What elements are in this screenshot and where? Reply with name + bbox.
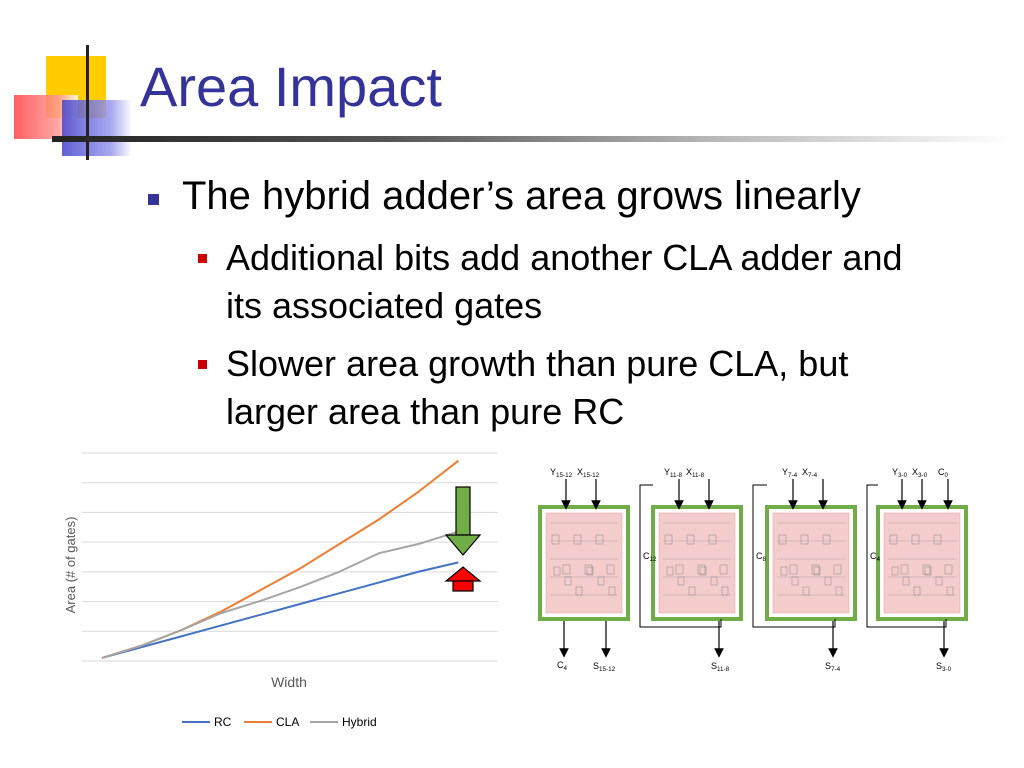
series-line-cla bbox=[101, 459, 460, 659]
signal-label: X7-4 bbox=[802, 467, 818, 479]
sub-bullet-text: Slower area growth than pure CLA, but la… bbox=[226, 340, 848, 436]
signal-label: C4 bbox=[870, 551, 881, 563]
signal-label: S15-12 bbox=[593, 661, 616, 673]
sub-bullet-line: larger area than pure RC bbox=[226, 391, 625, 432]
hybrid-adder-diagram: Y15-12 X15-12 S15-12 Y11-8 X11-8 S11-8 Y7-4 X7-… bbox=[538, 467, 968, 673]
up-arrow-icon bbox=[444, 566, 482, 592]
bullet-square-icon bbox=[148, 194, 159, 205]
sub-bullet-text: Additional bits add another CLA adder an… bbox=[226, 234, 903, 330]
bullet-text: The hybrid adder’s area grows linearly bbox=[182, 174, 861, 218]
down-arrow-icon bbox=[444, 486, 482, 556]
signal-label: Y7-4 bbox=[782, 467, 798, 479]
legend-label: Hybrid bbox=[342, 715, 377, 729]
cla-adder-block: Y3-0 X3-0 C0 S3-0 bbox=[876, 467, 968, 673]
title-divider bbox=[52, 136, 1012, 142]
signal-label: S3-0 bbox=[936, 661, 952, 673]
legend-label: RC bbox=[214, 715, 232, 729]
signal-label: X3-0 bbox=[912, 467, 928, 479]
logo-vertical-line bbox=[86, 45, 89, 160]
logo-blue-square bbox=[62, 100, 132, 156]
series-line-hybrid bbox=[101, 530, 459, 659]
signal-label: C12 bbox=[643, 551, 657, 563]
signal-label: S7-4 bbox=[825, 661, 841, 673]
signal-label: C4 bbox=[557, 660, 568, 672]
signal-label: S11-8 bbox=[711, 661, 730, 673]
x-axis-label: Width bbox=[271, 674, 307, 690]
area-line-chart: Area (# of gates) Width RC CLA Hybrid bbox=[63, 452, 498, 729]
chart-series bbox=[101, 459, 460, 659]
cla-adder-block: Y15-12 X15-12 S15-12 bbox=[538, 467, 630, 673]
chart-legend: RC CLA Hybrid bbox=[182, 715, 377, 729]
signal-label: C0 bbox=[938, 467, 949, 479]
carry-wire: C12 bbox=[639, 484, 722, 628]
signal-label: Y3-0 bbox=[892, 467, 908, 479]
cla-adder-block: Y7-4 X7-4 S7-4 bbox=[765, 467, 857, 673]
series-line-rc bbox=[101, 561, 459, 659]
signal-label: X15-12 bbox=[577, 467, 600, 479]
y-axis-label: Area (# of gates) bbox=[63, 517, 78, 614]
sub-bullet-square-icon bbox=[198, 254, 207, 263]
signal-label: X11-8 bbox=[686, 467, 705, 479]
cla-adder-block: Y11-8 X11-8 S11-8 bbox=[651, 467, 743, 673]
sub-bullet-line: its associated gates bbox=[226, 285, 543, 326]
carry-wire: C8 bbox=[752, 484, 836, 628]
legend-label: CLA bbox=[276, 715, 299, 729]
sub-bullet-line: Additional bits add another CLA adder an… bbox=[226, 237, 903, 278]
carry-wire: C4 bbox=[866, 484, 947, 628]
chart-grid bbox=[82, 452, 498, 662]
sub-bullet-square-icon bbox=[198, 360, 207, 369]
slide-title: Area Impact bbox=[140, 55, 442, 118]
sub-bullet-line: Slower area growth than pure CLA, but bbox=[226, 343, 849, 384]
signal-label: C8 bbox=[756, 551, 767, 563]
signal-label: Y15-12 bbox=[550, 467, 573, 479]
signal-label: Y11-8 bbox=[664, 467, 683, 479]
